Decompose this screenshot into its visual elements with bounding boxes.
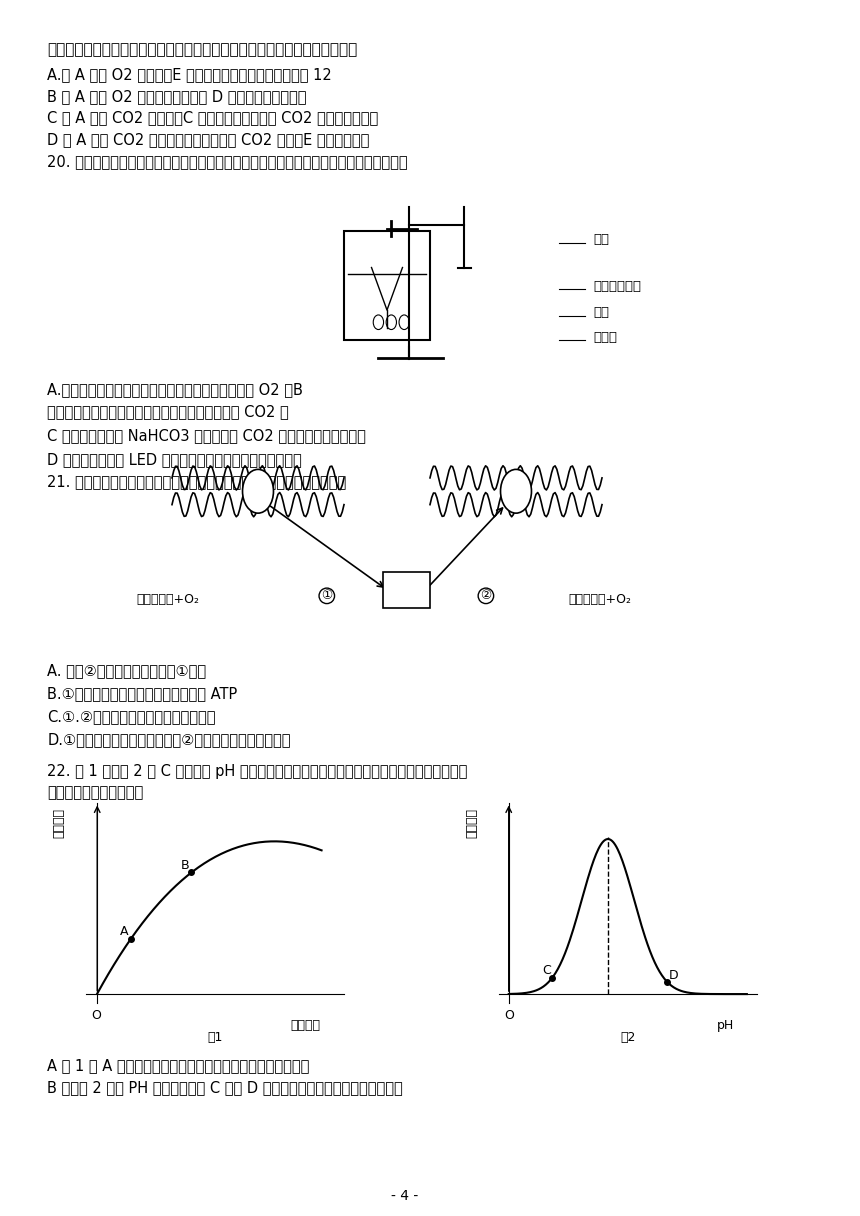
Text: 还原性辅酶+O₂: 还原性辅酶+O₂ [568, 593, 632, 606]
Text: D 可用不同颜色的 LED 灯来探究光照强度对光合作用的影响: D 可用不同颜色的 LED 灯来探究光照强度对光合作用的影响 [47, 452, 302, 467]
Text: B 若把图 2 中的 PH 改成温度，则 C 点和 D 点对淀粉酶活性影响的机理是相同的: B 若把图 2 中的 PH 改成温度，则 C 点和 D 点对淀粉酶活性影响的机理… [47, 1080, 403, 1094]
Text: C.①.②过程中的还原性辅酶是同种物质: C.①.②过程中的还原性辅酶是同种物质 [47, 709, 216, 724]
Text: C 若 A 代表 CO2 释放量，C 点时植物根部释放的 CO2 一定来自线粒体: C 若 A 代表 CO2 释放量，C 点时植物根部释放的 CO2 一定来自线粒体 [47, 111, 378, 125]
Text: 金鱼藻: 金鱼藻 [593, 331, 617, 344]
Title: 图1: 图1 [207, 1030, 223, 1043]
Circle shape [243, 469, 273, 513]
Text: 22. 图 1 表示图 2 中 C 点对应的 pH 条件下，一定量的淀粉酶的反应速率与淀粉含量的关系，下: 22. 图 1 表示图 2 中 C 点对应的 pH 条件下，一定量的淀粉酶的反应… [47, 764, 468, 778]
Text: C: C [542, 964, 550, 976]
Y-axis label: 反应速率: 反应速率 [465, 807, 478, 838]
Text: A: A [120, 925, 128, 938]
Text: ②: ② [480, 590, 492, 602]
Y-axis label: 反应速率: 反应速率 [52, 807, 65, 838]
Text: 漏斗: 漏斗 [593, 306, 610, 320]
Text: 碳酸氢钠溶液: 碳酸氢钠溶液 [593, 280, 642, 293]
Text: 还原性辅酶+O₂: 还原性辅酶+O₂ [136, 593, 200, 606]
X-axis label: pH: pH [717, 1019, 734, 1032]
Text: 试管中收集的气体量代表了金鱼藻呼吸作用产生的 CO2 量: 试管中收集的气体量代表了金鱼藻呼吸作用产生的 CO2 量 [47, 404, 289, 418]
Text: B: B [181, 858, 189, 872]
Title: 图2: 图2 [620, 1030, 636, 1043]
Text: C 可用不同浓度的 NaHCO3 溶液来探究 CO2 浓度对光合作用的影响: C 可用不同浓度的 NaHCO3 溶液来探究 CO2 浓度对光合作用的影响 [47, 428, 366, 443]
Text: O: O [504, 1009, 513, 1023]
Text: 列有关叙述正确的是（）: 列有关叙述正确的是（） [47, 786, 144, 800]
Text: B.①过程产生的能量，大部分用于合成 ATP: B.①过程产生的能量，大部分用于合成 ATP [47, 686, 237, 700]
Text: A.试管中收集的气体量代表了金鱼藻光合作用产生的 O2 量B: A.试管中收集的气体量代表了金鱼藻光合作用产生的 O2 量B [47, 382, 304, 396]
Text: D.①过程发生在线粒体内膜上，②过程发生在叶绿体内膜上: D.①过程发生在线粒体内膜上，②过程发生在叶绿体内膜上 [47, 732, 291, 747]
Text: 试管: 试管 [593, 233, 610, 247]
Text: D 若 A 代表 CO2 释放量，提高大气中的 CO2 浓度，E 点向右下移动: D 若 A 代表 CO2 释放量，提高大气中的 CO2 浓度，E 点向右下移动 [47, 133, 370, 147]
Circle shape [501, 469, 531, 513]
Text: D: D [668, 969, 679, 981]
Text: B 若 A 代表 O2 吸收量，可以判断 D 点开始进行光合作用: B 若 A 代表 O2 吸收量，可以判断 D 点开始进行光合作用 [47, 89, 307, 103]
Text: A 图 1 中 A 点酶促反应速率的的主要限制因素是淀粉酶的含量: A 图 1 中 A 点酶促反应速率的的主要限制因素是淀粉酶的含量 [47, 1058, 310, 1073]
Text: A.若 A 代表 O2 吸收量，E 点时光合作用积累的有机物量是 12: A.若 A 代表 O2 吸收量，E 点时光合作用积累的有机物量是 12 [47, 67, 332, 81]
X-axis label: 淀粉含量: 淀粉含量 [291, 1019, 320, 1032]
Text: 注：本题不考虑横坐标和纵坐标的单位的具体表示形式，单位的表示方法相同: 注：本题不考虑横坐标和纵坐标的单位的具体表示形式，单位的表示方法相同 [47, 43, 358, 57]
Text: ①: ① [321, 590, 333, 602]
Text: O: O [91, 1009, 101, 1023]
Text: 20. 用金鱼藻在如图所示的实验装置中进行与光合作用有关的实验。下列说法正确的是（）: 20. 用金鱼藻在如图所示的实验装置中进行与光合作用有关的实验。下列说法正确的是… [47, 154, 408, 169]
Bar [344, 231, 430, 340]
Text: H₂O: H₂O [393, 579, 420, 593]
Bar [383, 572, 430, 608]
Text: 21. 下图为绿色植物某细胞内发生的两个生理过程。下列分析正确的是（）: 21. 下图为绿色植物某细胞内发生的两个生理过程。下列分析正确的是（） [47, 474, 347, 489]
Text: - 4 -: - 4 - [390, 1189, 418, 1204]
Text: A. 进行②过程的细胞也能进行①过程: A. 进行②过程的细胞也能进行①过程 [47, 663, 206, 677]
